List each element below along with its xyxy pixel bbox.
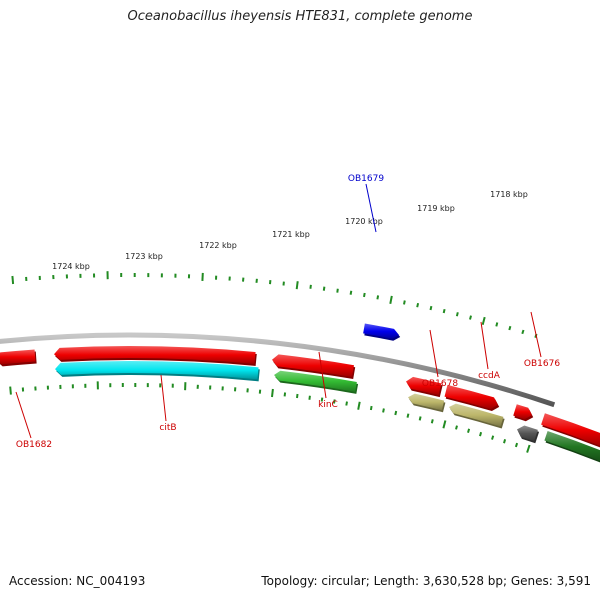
gene-label-OB1679: OB1679 (348, 174, 384, 184)
feature-reverse-inner-khaki-2 (449, 403, 504, 427)
scale-tick-inner (271, 388, 274, 398)
scale-tick-outer (336, 288, 339, 293)
scale-tick-inner (406, 413, 410, 418)
scale-label-1722-kbp: 1722 kbp (199, 241, 237, 250)
gene-features (0, 323, 600, 463)
feature-reverse-4 (406, 376, 442, 396)
scale-tick-outer (309, 284, 312, 289)
scale-tick-inner (283, 392, 287, 397)
feature-reverse-inner-khaki-1 (408, 393, 445, 411)
scale-tick-inner (369, 405, 373, 411)
feature-forward-outer-1 (363, 323, 399, 339)
scale-label-1720-kbp: 1720 kbp (345, 217, 383, 226)
leader-line-OB1682 (15, 391, 32, 439)
map-title: Oceanobacillus iheyensis HTE831, complet… (127, 9, 473, 24)
scale-tick-outer (389, 295, 393, 304)
scale-tick-outer (295, 281, 299, 290)
feature-reverse-inner-green (274, 370, 357, 392)
scale-tick-inner (526, 444, 531, 453)
scale-tick-inner (308, 395, 311, 400)
scale-tick-inner (455, 425, 458, 430)
scale-label-1721-kbp: 1721 kbp (272, 230, 310, 239)
leader-line-OB1676 (530, 311, 542, 358)
feature-reverse-2 (54, 346, 256, 364)
gene-label-citB: citB (159, 423, 176, 433)
genome-backbone (0, 332, 556, 408)
leader-line-ccdA (480, 321, 489, 370)
scale-label-1724-kbp: 1724 kbp (52, 262, 90, 271)
scale-label-1718-kbp: 1718 kbp (490, 190, 528, 199)
scale-tick-inner (394, 410, 398, 416)
scale-tick-inner (418, 416, 422, 421)
scale-tick-outer (508, 325, 512, 331)
scale-tick-outer (521, 329, 525, 335)
scale-tick-outer (349, 290, 353, 295)
scale-tick-inner (503, 439, 507, 444)
leader-line-kinC (318, 351, 327, 399)
scale-tick-inner (296, 393, 299, 399)
scale-tick-outer (363, 292, 366, 298)
scale-tick-outer (322, 286, 326, 291)
scale-tick-inner (491, 435, 495, 440)
scale-tick-inner (382, 408, 385, 413)
leader-line-citB (160, 374, 167, 422)
scale-tick-inner (442, 420, 447, 429)
feature-reverse-gray (517, 425, 538, 442)
scale-tick-outer (403, 300, 406, 305)
gene-label-OB1676: OB1676 (524, 359, 560, 369)
scale-label-1719-kbp: 1719 kbp (417, 204, 455, 213)
accession-text: Accession: NC_004193 (9, 574, 146, 588)
scale-tick-outer (376, 295, 380, 300)
scale-tick-inner (514, 442, 519, 448)
backbone-layer (0, 332, 556, 408)
leader-line-OB1679 (365, 183, 377, 233)
scale-labels: 1718 kbp 1719 kbp 1720 kbp 1721 kbp 1722 kbp… (52, 190, 528, 271)
gene-labels: OB1679 OB1676 ccdA OB1678 kinC citB OB1682 (16, 174, 560, 450)
scale-label-1723-kbp: 1723 kbp (125, 252, 163, 261)
leader-line-OB1678 (429, 329, 439, 378)
scale-tick-inner (430, 419, 434, 424)
scale-tick-outer (11, 275, 15, 285)
gene-label-kinC: kinC (318, 400, 338, 410)
genome-summary-text: Topology: circular; Length: 3,630,528 bp… (261, 574, 591, 588)
scale-tick-inner (345, 401, 348, 406)
label-leader-lines (15, 183, 542, 439)
scale-tick-outer (469, 315, 472, 320)
feature-reverse-3 (272, 354, 355, 378)
scale-tick-inner (9, 386, 12, 395)
feature-forward-3 (541, 413, 600, 446)
gene-label-OB1682: OB1682 (16, 440, 52, 450)
scale-tick-inner (479, 431, 483, 437)
feature-forward-inner-1 (544, 431, 600, 461)
scale-tick-outer (495, 322, 499, 327)
feature-forward-1 (444, 384, 498, 409)
scale-tick-outer (455, 312, 459, 317)
scale-tick-inner (320, 397, 324, 402)
feature-reverse-inner-cyan (55, 361, 259, 380)
scale-tick-outer (429, 305, 433, 311)
scale-ticks (9, 271, 538, 453)
gene-label-OB1678: OB1678 (422, 379, 458, 389)
gene-label-ccdA: ccdA (478, 371, 501, 381)
scale-tick-outer (442, 308, 446, 314)
scale-tick-outer (481, 316, 486, 326)
feature-forward-2 (513, 404, 532, 420)
scale-tick-outer (416, 302, 420, 308)
scale-tick-inner (357, 401, 361, 410)
scale-tick-inner (467, 428, 471, 433)
feature-reverse-1 (0, 349, 36, 365)
scale-tick-inner (333, 399, 336, 404)
